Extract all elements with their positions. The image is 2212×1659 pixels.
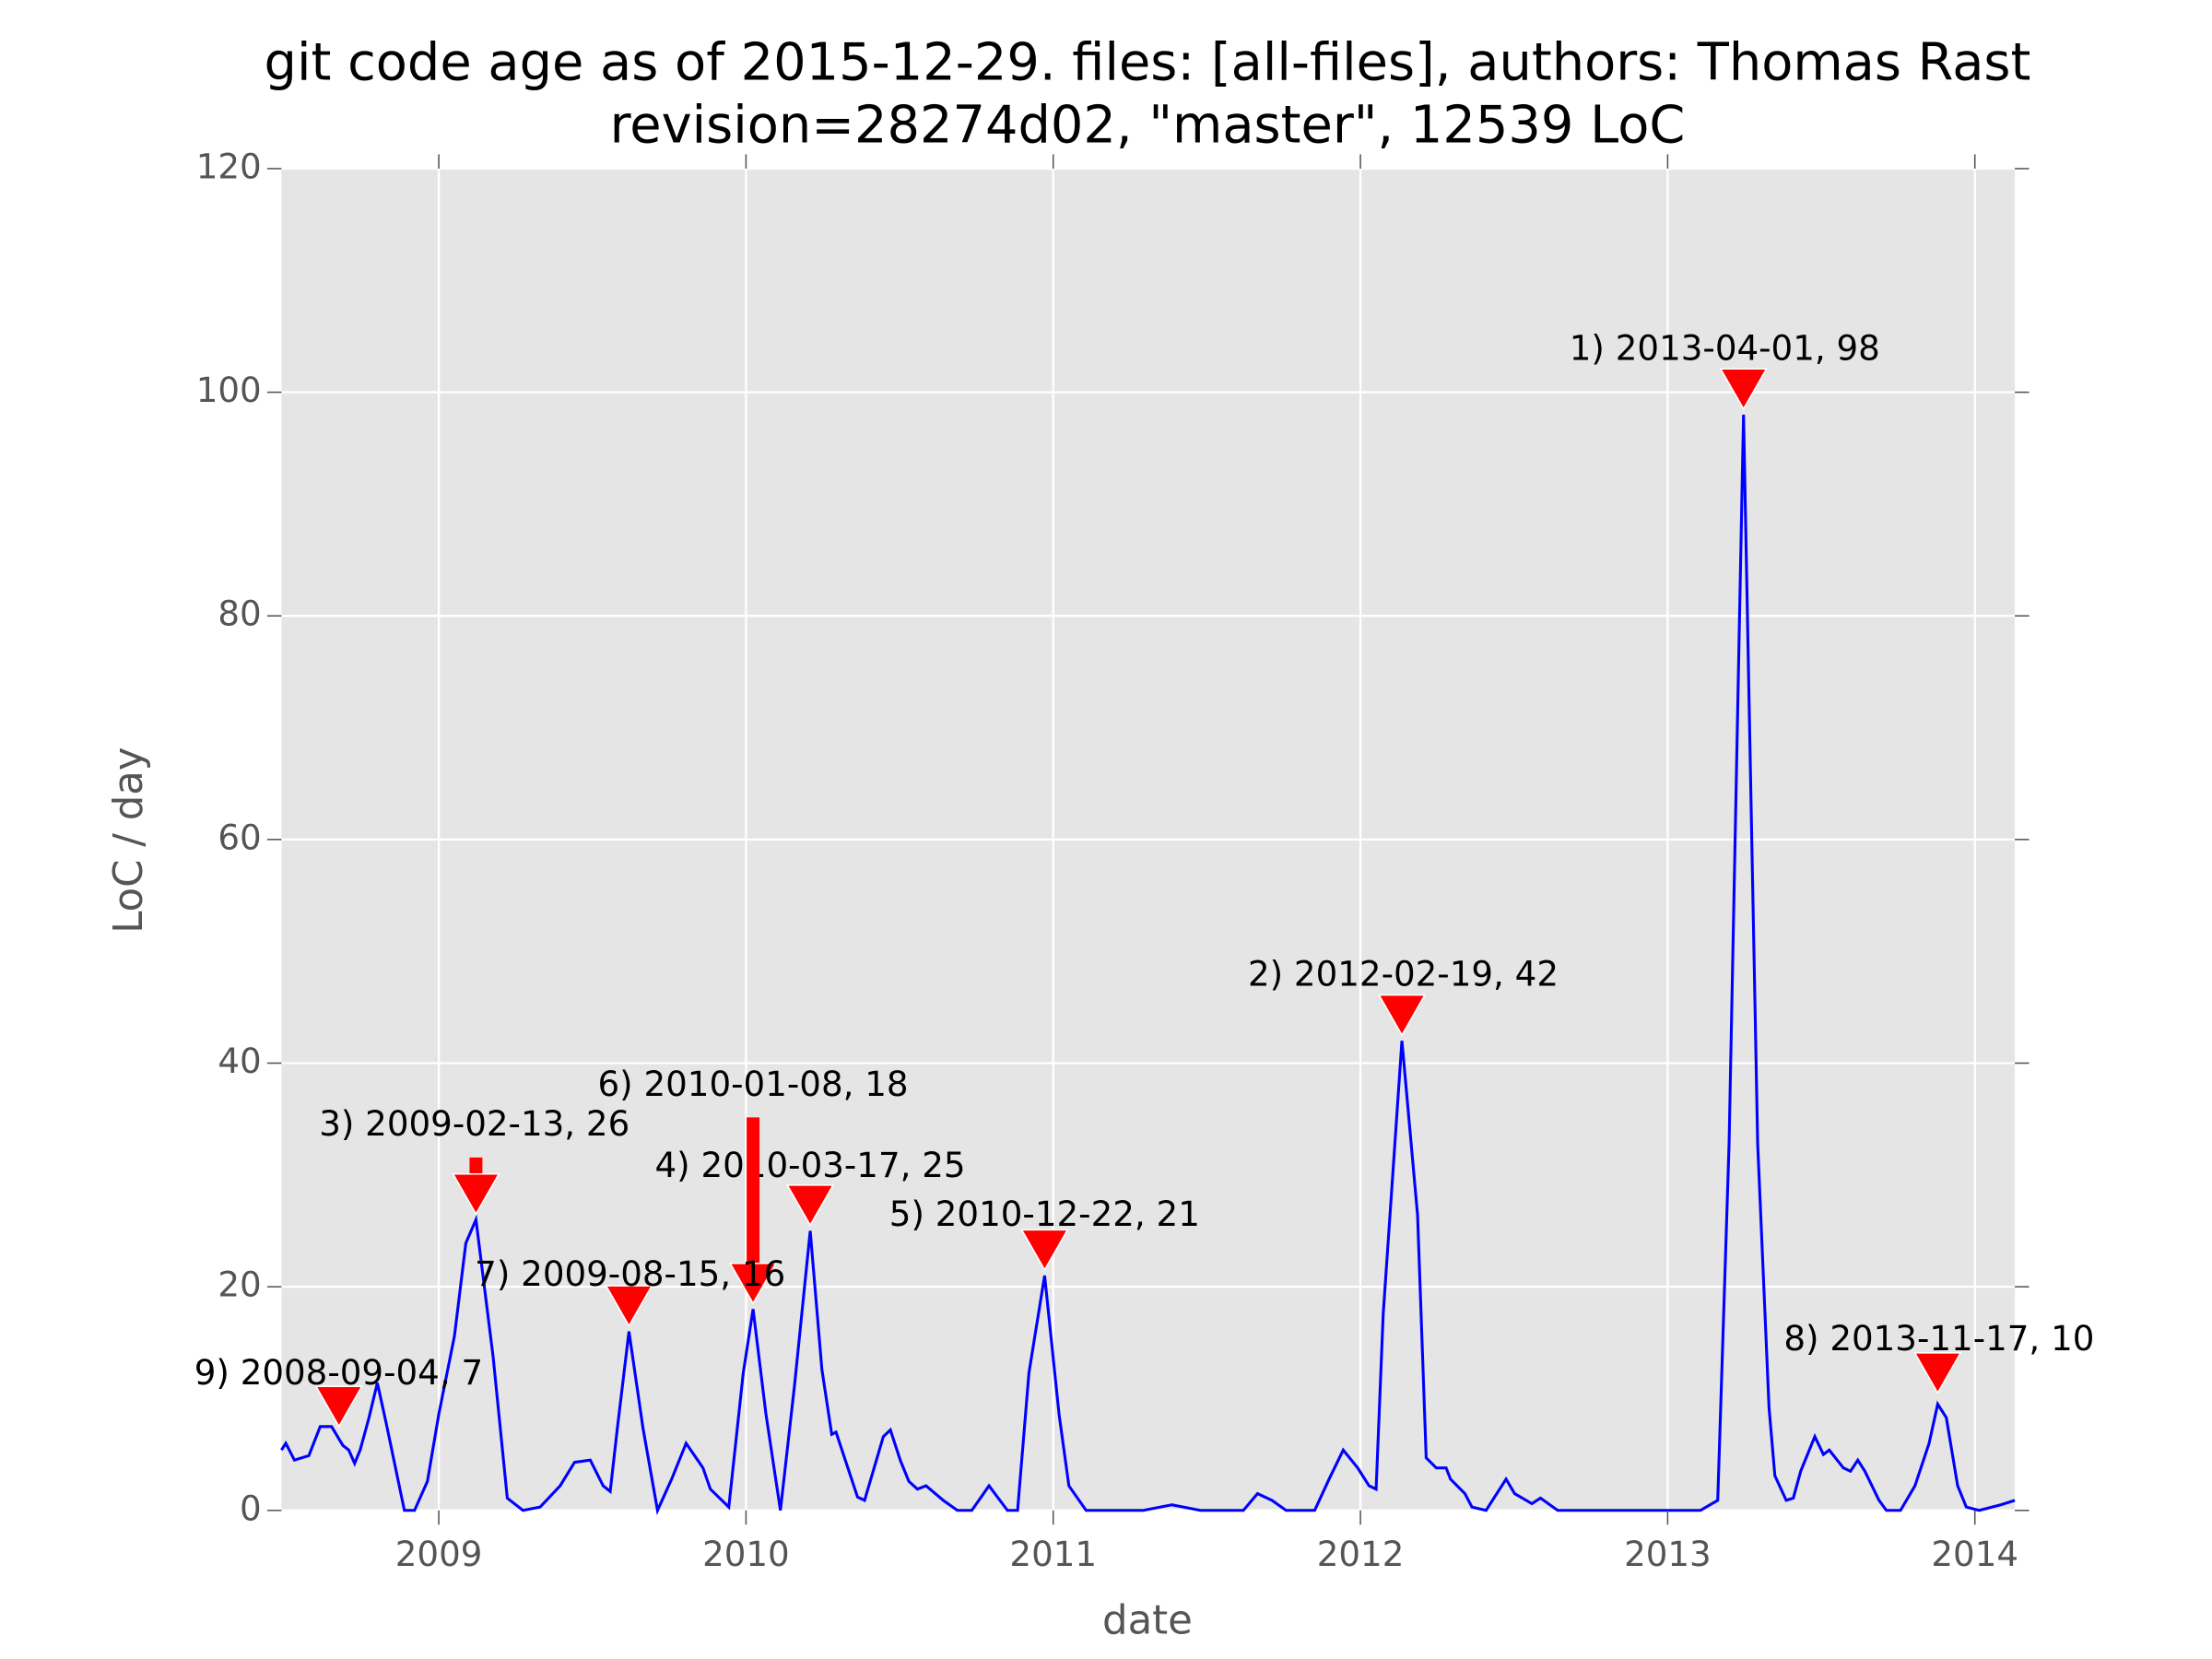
annotation-label: 4) 2010-03-17, 25 [655,1145,966,1185]
grid [281,167,2016,1512]
y-tick-label: 100 [196,370,262,410]
annotation-label: 5) 2010-12-22, 21 [889,1194,1200,1234]
annotation-label: 6) 2010-01-08, 18 [598,1064,909,1104]
annotation-label: 8) 2013-11-17, 10 [1783,1318,2094,1359]
annotation-label: 1) 2013-04-01, 98 [1570,327,1880,368]
y-tick-label: 40 [218,1041,261,1081]
peak-marker [1913,1352,1962,1394]
chart-title: git code age as of 2015-12-29. files: [a… [265,32,2031,92]
x-tick-label: 2011 [1009,1534,1097,1574]
x-tick-label: 2009 [395,1534,483,1574]
y-tick-label: 60 [218,817,261,857]
annotation-label: 2) 2012-02-19, 42 [1248,953,1559,994]
x-tick-label: 2012 [1317,1534,1405,1574]
peak-marker [605,1285,653,1328]
peak-marker [452,1172,500,1216]
plot-area [280,414,2016,1515]
y-tick-label: 20 [218,1265,261,1305]
x-tick-label: 2010 [702,1534,790,1574]
y-tick-label: 80 [218,594,261,634]
x-tick-label: 2013 [1624,1534,1712,1574]
y-tick-label: 0 [240,1488,262,1528]
peak-marker [314,1385,363,1429]
x-tick-label: 2014 [1931,1534,2018,1574]
peak-marker [1020,1229,1069,1272]
peak-marker [728,1263,778,1305]
y-tick-label: 120 [196,146,262,186]
x-axis-label: date [1102,1598,1193,1644]
peak-marker [1377,994,1427,1037]
data-line [280,414,2016,1515]
chart-subtitle: revision=28274d02, "master", 12539 LoC [610,96,1686,156]
peak-marker [785,1184,835,1227]
annotation-label: 7) 2009-08-15, 16 [475,1253,785,1294]
peak-marker [1719,368,1768,411]
annotation-label: 9) 2008-09-04, 7 [194,1352,483,1393]
y-axis-label: LoC / day [106,747,152,933]
annotation-label: 3) 2009-02-13, 26 [319,1103,629,1144]
